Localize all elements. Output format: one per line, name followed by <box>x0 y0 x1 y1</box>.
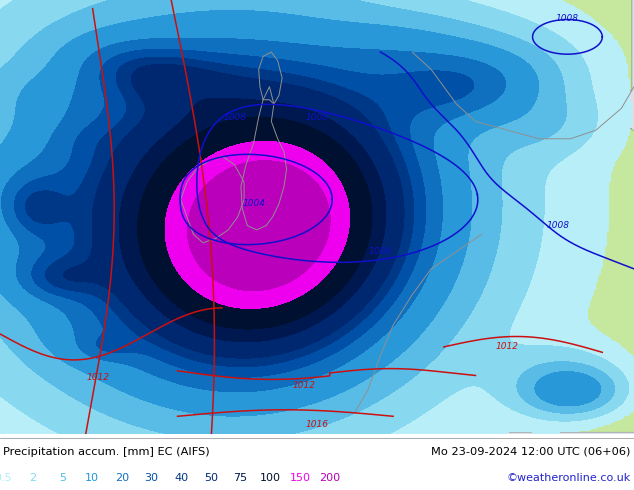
Text: 1016: 1016 <box>306 420 328 429</box>
Text: ©weatheronline.co.uk: ©weatheronline.co.uk <box>507 472 631 483</box>
Text: 30: 30 <box>145 472 158 483</box>
Text: 1008: 1008 <box>223 113 246 122</box>
Text: 1012: 1012 <box>293 381 316 391</box>
Text: 2: 2 <box>29 472 36 483</box>
Text: 50: 50 <box>204 472 218 483</box>
Text: 1008: 1008 <box>547 221 569 230</box>
Text: 10: 10 <box>85 472 99 483</box>
Text: 1008: 1008 <box>369 247 392 256</box>
Text: 40: 40 <box>174 472 188 483</box>
Text: 1008: 1008 <box>556 14 579 23</box>
Text: 100: 100 <box>260 472 281 483</box>
Text: 20: 20 <box>115 472 129 483</box>
Text: 0.5: 0.5 <box>0 472 12 483</box>
Text: Mo 23-09-2024 12:00 UTC (06+06): Mo 23-09-2024 12:00 UTC (06+06) <box>432 447 631 457</box>
Text: 1008: 1008 <box>306 113 328 122</box>
Text: 1012: 1012 <box>496 343 519 351</box>
Text: Precipitation accum. [mm] EC (AIFS): Precipitation accum. [mm] EC (AIFS) <box>3 447 210 457</box>
Text: 1004: 1004 <box>242 199 265 208</box>
Text: 5: 5 <box>59 472 66 483</box>
Text: 200: 200 <box>319 472 340 483</box>
Text: 150: 150 <box>290 472 311 483</box>
Text: 1012: 1012 <box>87 373 110 382</box>
Text: 75: 75 <box>233 472 248 483</box>
